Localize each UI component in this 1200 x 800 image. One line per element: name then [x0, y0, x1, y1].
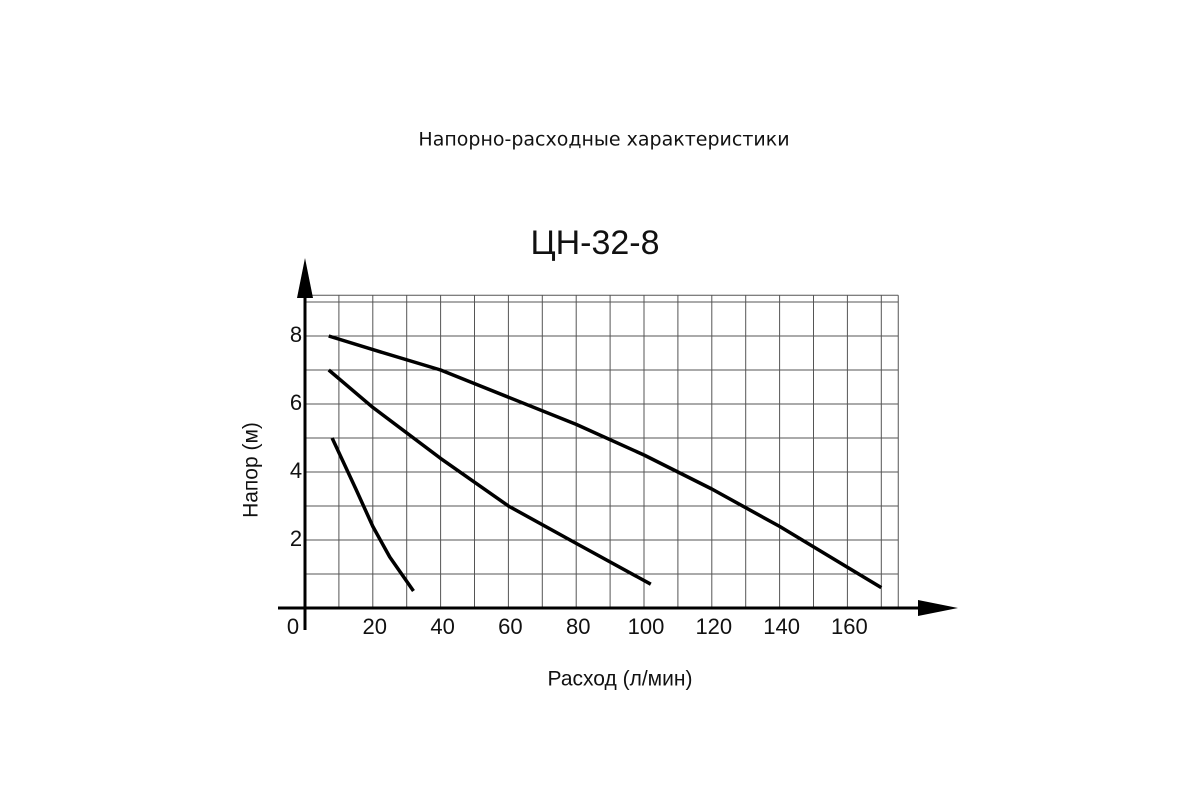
y-tick-label: 8	[290, 322, 302, 347]
y-tick-label: 4	[290, 458, 302, 483]
chart-subtitle: ЦН-32-8	[530, 224, 659, 262]
x-tick-label: 20	[363, 614, 387, 639]
curve	[328, 334, 883, 590]
x-tick-label: 60	[498, 614, 522, 639]
y-tick-label: 2	[290, 526, 302, 551]
plot	[305, 294, 899, 608]
y-axis-label: Напор (м)	[240, 422, 263, 518]
x-tick-label: 80	[566, 614, 590, 639]
curve	[330, 437, 415, 593]
y-axis-arrow	[297, 258, 313, 298]
chart-title: Напорно-расходные характеристики	[418, 129, 789, 151]
x-axis-arrow	[918, 600, 958, 616]
x-tick-label: 120	[695, 614, 732, 639]
y-tick-label: 6	[290, 390, 302, 415]
x-tick-label: 100	[628, 614, 665, 639]
curve	[327, 368, 652, 586]
x-tick-label: 40	[430, 614, 454, 639]
x-tick-label: 0	[287, 614, 299, 639]
x-axis-label: Расход (л/мин)	[548, 668, 693, 691]
x-tick-label: 140	[763, 614, 800, 639]
x-tick-label: 160	[831, 614, 868, 639]
